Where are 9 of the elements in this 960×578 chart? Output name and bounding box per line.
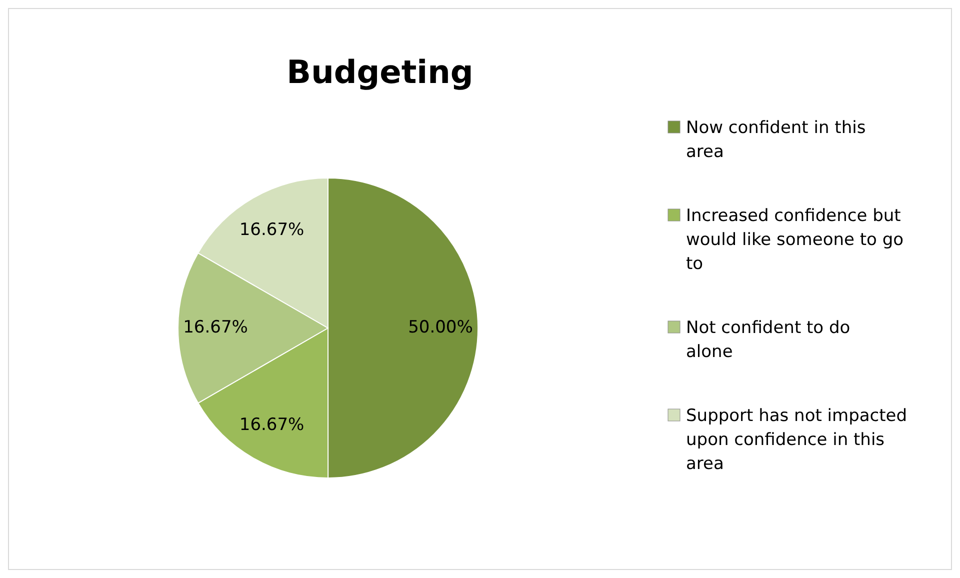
data-label: 16.67% (239, 220, 304, 240)
legend-label: Not confident to do alone (686, 318, 850, 362)
legend-label: Increased confidence but would like someone to go to (686, 206, 904, 274)
data-label: 50.00% (408, 318, 473, 338)
legend-label: Support has not impacted upon confidence in this area (686, 406, 908, 474)
data-label: 16.67% (183, 318, 248, 338)
chart-title: Budgeting (286, 53, 474, 91)
legend-label: Now confident in this area (686, 118, 866, 162)
data-label: 16.67% (239, 415, 304, 436)
